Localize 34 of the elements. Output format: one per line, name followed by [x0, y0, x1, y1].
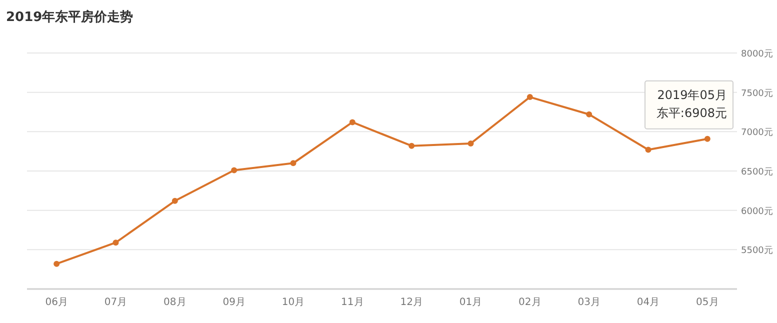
point	[172, 198, 178, 204]
y-tick-label: 6500元	[741, 166, 773, 178]
x-tick-label: 08月	[164, 297, 186, 308]
tooltip: 2019年05月 东平:6908元	[644, 80, 734, 130]
point	[112, 240, 119, 246]
x-tick-label: 10月	[282, 297, 305, 308]
x-tick-label: 05月	[696, 297, 719, 308]
x-tick-label: 11月	[341, 297, 364, 308]
point	[704, 136, 710, 142]
y-tick-label: 7500元	[741, 88, 773, 99]
y-tick-label: 6000元	[741, 206, 773, 217]
point	[645, 146, 652, 153]
point	[526, 94, 533, 100]
x-tick-label: 06月	[45, 297, 68, 308]
x-tick-label: 02月	[518, 297, 542, 308]
x-tick-label: 01月	[459, 297, 482, 308]
y-tick-label: 7000元	[741, 127, 773, 138]
point	[408, 142, 415, 149]
point	[54, 260, 60, 267]
point	[586, 111, 592, 118]
y-tick-label: 5500元	[741, 245, 773, 256]
chart-title: 2019年东平房价走势	[6, 9, 134, 25]
x-tick-label: 09月	[222, 297, 246, 308]
point	[231, 167, 238, 174]
point	[290, 160, 296, 166]
point	[349, 119, 356, 126]
x-tick-label: 12月	[400, 297, 423, 308]
annotation: 2019年05月	[657, 88, 727, 102]
x-tick-label: 04月	[636, 297, 660, 308]
x-tick-label: 07月	[104, 297, 128, 308]
annotation: 东平:6908元	[656, 106, 727, 120]
point	[468, 140, 474, 146]
y-tick-label: 8000元	[741, 48, 773, 60]
x-tick-label: 03月	[578, 297, 600, 308]
